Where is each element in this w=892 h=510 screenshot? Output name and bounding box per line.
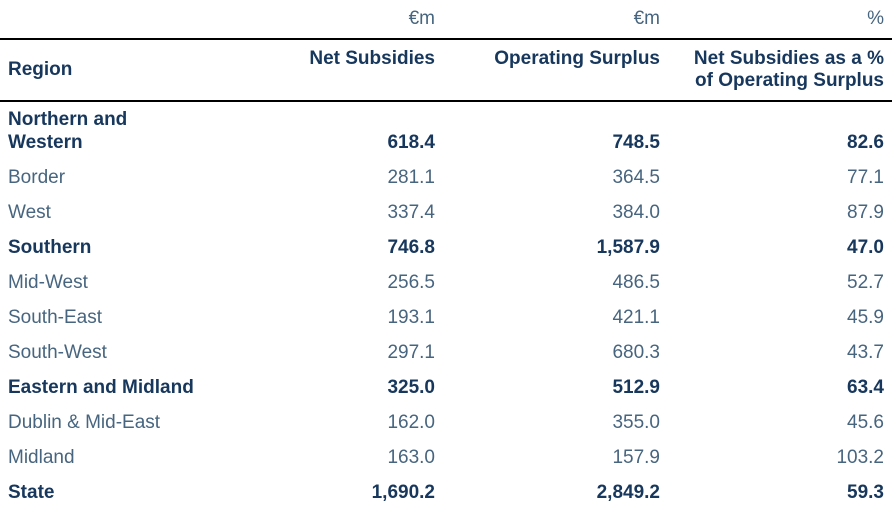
net-subsidies-cell: 297.1 [387,342,435,363]
table-row-border: Border 281.1 364.5 77.1 [0,160,892,195]
table-row-west: West 337.4 384.0 87.9 [0,195,892,230]
region-cell: Midland [8,447,75,468]
net-subsidies-cell: 746.8 [387,237,435,258]
column-header-operating-surplus: Operating Surplus [435,39,660,102]
units-operating-surplus: €m [435,0,660,40]
operating-surplus-cell: 486.5 [612,272,660,293]
column-header-pct: Net Subsidies as a % of Operating Surplu… [660,39,892,102]
operating-surplus-cell: 680.3 [612,342,660,363]
table-row-south-east: South-East 193.1 421.1 45.9 [0,300,892,335]
table-row-south-west: South-West 297.1 680.3 43.7 [0,335,892,370]
net-subsidies-cell: 193.1 [387,307,435,328]
units-region-spacer [0,0,255,40]
operating-surplus-cell: 157.9 [612,447,660,468]
operating-surplus-cell: 748.5 [612,132,660,153]
operating-surplus-cell: 364.5 [612,167,660,188]
operating-surplus-cell: 512.9 [612,377,660,398]
table-row-southern: Southern 746.8 1,587.9 47.0 [0,230,892,265]
net-subsidies-cell: 1,690.2 [255,475,435,510]
pct-cell: 52.7 [847,272,884,293]
units-row: €m €m % [0,0,892,40]
pct-cell: 45.6 [847,412,884,433]
operating-surplus-cell: 355.0 [612,412,660,433]
pct-cell: 63.4 [847,377,884,398]
region-cell: Eastern and Midland [8,377,194,398]
region-cell: State [0,475,255,510]
region-cell: South-West [8,342,107,363]
net-subsidies-cell: 337.4 [387,202,435,223]
net-subsidies-cell: 163.0 [387,447,435,468]
pct-cell: 87.9 [847,202,884,223]
net-subsidies-cell: 256.5 [387,272,435,293]
table-row-state: State 1,690.2 2,849.2 59.3 [0,475,892,510]
region-cell: West [8,202,51,223]
net-subsidies-cell: 281.1 [387,167,435,188]
table-row-mid-west: Mid-West 256.5 486.5 52.7 [0,265,892,300]
region-cell: Dublin & Mid-East [8,412,161,433]
column-header-net-subsidies: Net Subsidies [255,39,435,102]
pct-cell: 47.0 [847,237,884,258]
units-net-subsidies: €m [255,0,435,40]
header-row: Region Net Subsidies Operating Surplus N… [0,39,892,102]
net-subsidies-cell: 618.4 [387,132,435,153]
pct-cell: 82.6 [847,132,884,153]
operating-surplus-cell: 421.1 [612,307,660,328]
region-cell: Mid-West [8,272,88,293]
operating-surplus-cell: 384.0 [612,202,660,223]
region-cell: Border [8,167,66,188]
table-row-midland: Midland 163.0 157.9 103.2 [0,440,892,475]
pct-cell: 77.1 [847,167,884,188]
pct-cell: 59.3 [660,475,892,510]
region-cell: Southern [8,237,92,258]
table-row-northern-and-western: Northern and Western 618.4 748.5 82.6 [0,101,892,160]
pct-cell: 103.2 [836,447,884,468]
table-row-eastern-and-midland: Eastern and Midland 325.0 512.9 63.4 [0,370,892,405]
region-cell: South-East [8,307,102,328]
pct-cell: 43.7 [847,342,884,363]
net-subsidies-cell: 325.0 [387,377,435,398]
pct-cell: 45.9 [847,307,884,328]
units-pct: % [660,0,892,40]
operating-surplus-cell: 2,849.2 [435,475,660,510]
table-row-dublin-mid-east: Dublin & Mid-East 162.0 355.0 45.6 [0,405,892,440]
net-subsidies-cell: 162.0 [387,412,435,433]
column-header-region: Region [0,39,255,102]
region-cell: Northern and Western [8,109,128,153]
operating-surplus-cell: 1,587.9 [596,237,660,258]
